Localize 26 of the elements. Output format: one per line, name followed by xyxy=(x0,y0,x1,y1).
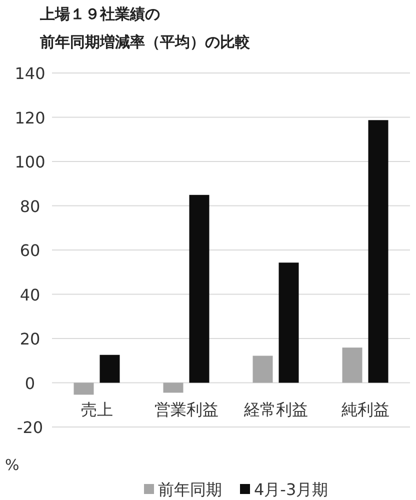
y-tick-label: 120 xyxy=(14,108,46,128)
bar xyxy=(252,356,273,383)
x-tick-label: 純利益 xyxy=(341,400,390,419)
y-tick-label: 60 xyxy=(20,241,40,260)
bar xyxy=(278,262,299,383)
y-tick-label: 100 xyxy=(14,152,46,172)
bar xyxy=(342,348,362,383)
y-tick-label: 140 xyxy=(14,64,46,83)
chart-subtitle: 前年同期増減率（平均）の比較 xyxy=(39,33,251,51)
legend-label: 前年同期 xyxy=(158,480,222,499)
y-tick-label: 40 xyxy=(20,285,40,304)
legend-label: 4月-3月期 xyxy=(254,480,328,499)
y-axis-title: % xyxy=(5,456,20,474)
chart-title: 上場１９社業績の xyxy=(39,5,160,23)
bar xyxy=(100,354,120,383)
bar xyxy=(163,382,184,393)
y-tick-label: 0 xyxy=(24,374,36,393)
x-tick-label: 営業利益 xyxy=(154,400,218,419)
y-tick-label: 80 xyxy=(20,196,40,216)
bar xyxy=(189,194,210,383)
y-tick-label: 20 xyxy=(20,330,40,348)
x-tick-label: 売上 xyxy=(80,400,113,419)
y-tick-label: -20 xyxy=(16,418,44,437)
bar xyxy=(368,120,388,383)
bar xyxy=(74,382,94,395)
x-tick-label: 経常利益 xyxy=(242,400,308,419)
